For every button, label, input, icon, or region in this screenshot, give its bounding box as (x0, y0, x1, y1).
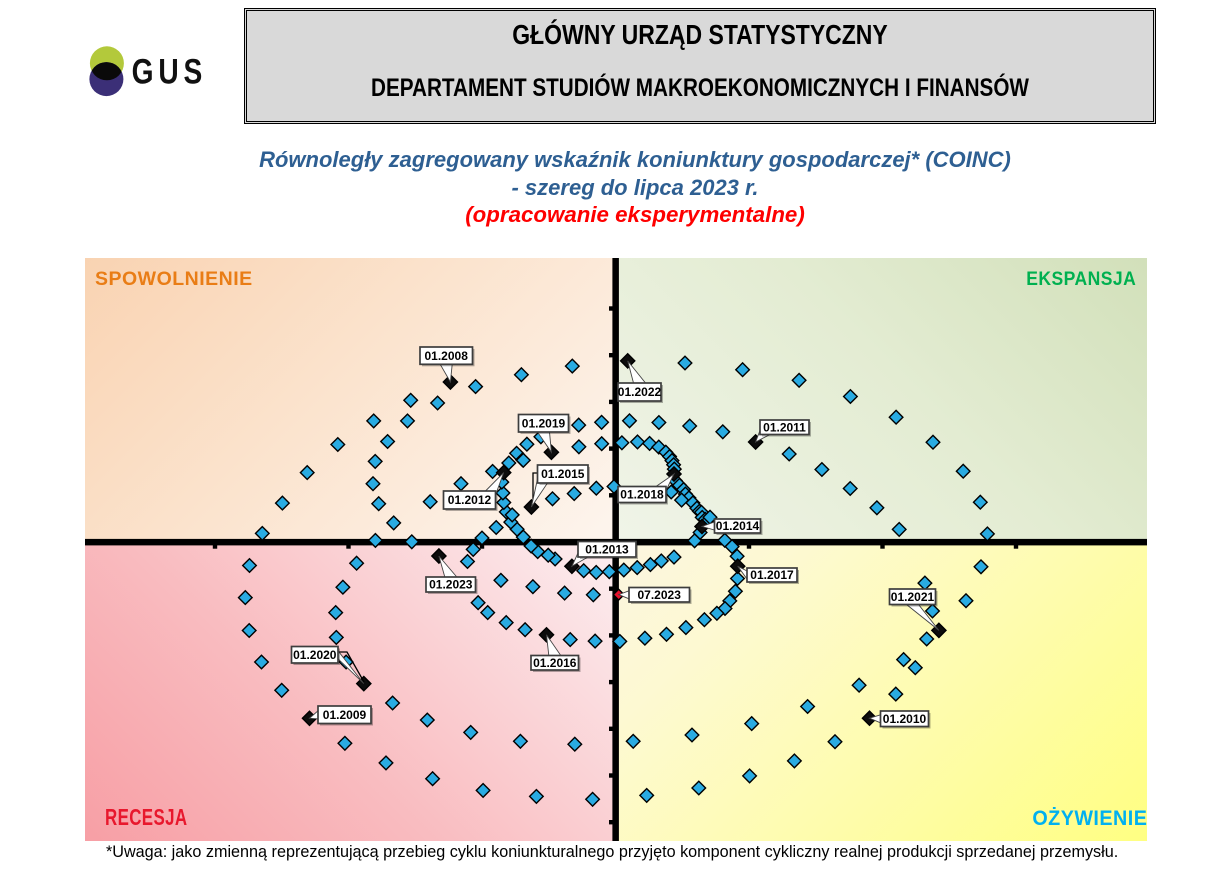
svg-text:01.2017: 01.2017 (750, 568, 794, 582)
svg-text:01.2015: 01.2015 (541, 467, 585, 481)
svg-text:GUS: GUS (132, 53, 208, 92)
svg-text:01.2016: 01.2016 (533, 656, 577, 670)
svg-text:01.2008: 01.2008 (425, 349, 469, 363)
svg-text:01.2009: 01.2009 (323, 708, 367, 722)
svg-text:01.2019: 01.2019 (522, 416, 566, 430)
svg-text:01.2018: 01.2018 (620, 488, 664, 502)
svg-text:07.2023: 07.2023 (638, 588, 682, 602)
svg-text:01.2023: 01.2023 (429, 578, 473, 592)
svg-text:01.2013: 01.2013 (585, 542, 629, 556)
svg-text:01.2021: 01.2021 (891, 590, 935, 604)
svg-text:01.2010: 01.2010 (883, 712, 927, 726)
svg-text:01.2012: 01.2012 (448, 493, 492, 507)
svg-text:01.2011: 01.2011 (763, 420, 806, 434)
svg-text:01.2014: 01.2014 (716, 519, 760, 533)
svg-text:01.2022: 01.2022 (618, 385, 662, 399)
svg-text:01.2020: 01.2020 (293, 648, 337, 662)
